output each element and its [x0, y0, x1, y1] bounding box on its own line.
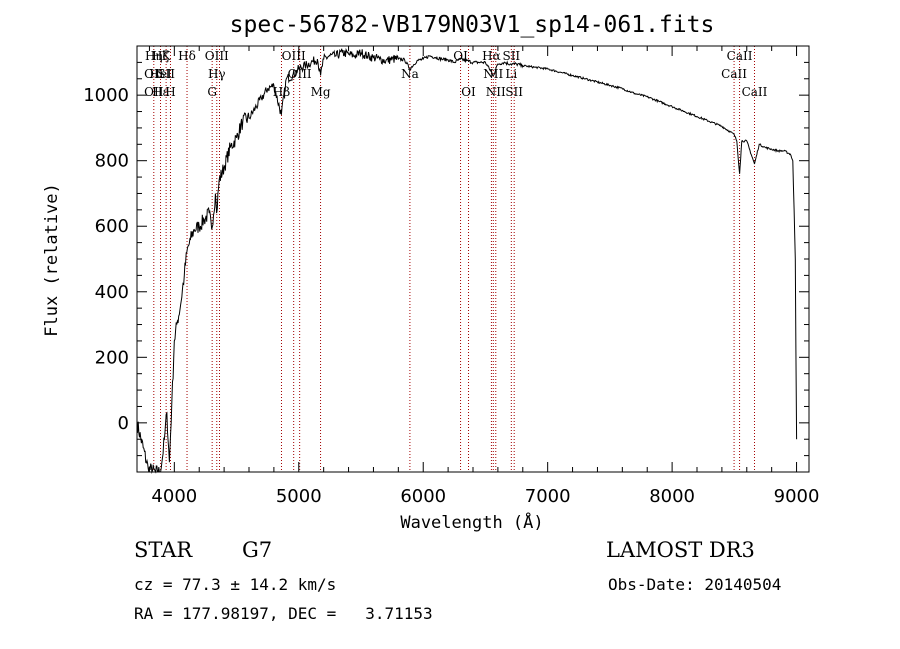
line-label: Na [401, 67, 419, 81]
line-label: HeI [149, 67, 172, 81]
x-tick-label: 7000 [525, 486, 571, 507]
line-label: Hα [482, 49, 501, 63]
line-label: Hη [145, 49, 163, 63]
y-axis-label: Flux (relative) [42, 183, 62, 337]
line-label: G [207, 85, 217, 99]
line-label: Li [505, 67, 517, 81]
line-label: Hδ [178, 49, 196, 63]
line-label: OI [461, 85, 476, 99]
redshift-cz: cz = 77.3 ± 14.2 km/s [134, 575, 337, 594]
line-label: Hγ [208, 67, 226, 81]
line-label: OII [144, 85, 164, 99]
x-tick-label: 9000 [774, 486, 820, 507]
y-tick-label: 400 [95, 282, 129, 303]
object-class: STAR [134, 538, 193, 562]
line-label: NII [483, 67, 503, 81]
x-tick-label: 6000 [400, 486, 446, 507]
x-axis-label: Wavelength (Å) [400, 511, 543, 533]
flux-series-line [136, 47, 798, 474]
line-label: SII [505, 85, 523, 99]
line-label: H [165, 85, 175, 99]
y-tick-label: 800 [95, 151, 129, 172]
y-tick-label: 200 [95, 347, 129, 368]
line-label: SII [157, 67, 175, 81]
line-label: CaII [727, 49, 753, 63]
spectral-subclass: G7 [242, 538, 273, 562]
line-label: OIII [205, 49, 229, 63]
line-label: Hε [152, 85, 169, 99]
line-label: Hζ [152, 49, 169, 63]
ra-dec: RA = 177.98197, DEC = 3.71153 [134, 604, 433, 623]
line-label: NII [486, 85, 506, 99]
line-label: OII [144, 67, 164, 81]
y-tick-label: 0 [118, 413, 129, 434]
line-label: CaII [742, 85, 768, 99]
line-label: SII [502, 49, 520, 63]
line-label: CaII [721, 67, 747, 81]
line-label: OIII [282, 49, 306, 63]
plot-frame [136, 45, 810, 473]
line-label: Hβ [273, 85, 290, 99]
x-tick-label: 8000 [649, 486, 695, 507]
line-label: Mg [311, 85, 331, 99]
x-tick-label: 5000 [276, 486, 322, 507]
chart-title: spec-56782-VB179N03V1_sp14-061.fits [230, 12, 715, 38]
y-tick-label: 600 [95, 216, 129, 237]
obs-date: Obs-Date: 20140504 [608, 575, 782, 594]
survey-name: LAMOST DR3 [606, 538, 755, 562]
line-label: K [162, 49, 172, 63]
y-tick-label: 1000 [83, 85, 129, 106]
x-tick-label: 4000 [151, 486, 197, 507]
